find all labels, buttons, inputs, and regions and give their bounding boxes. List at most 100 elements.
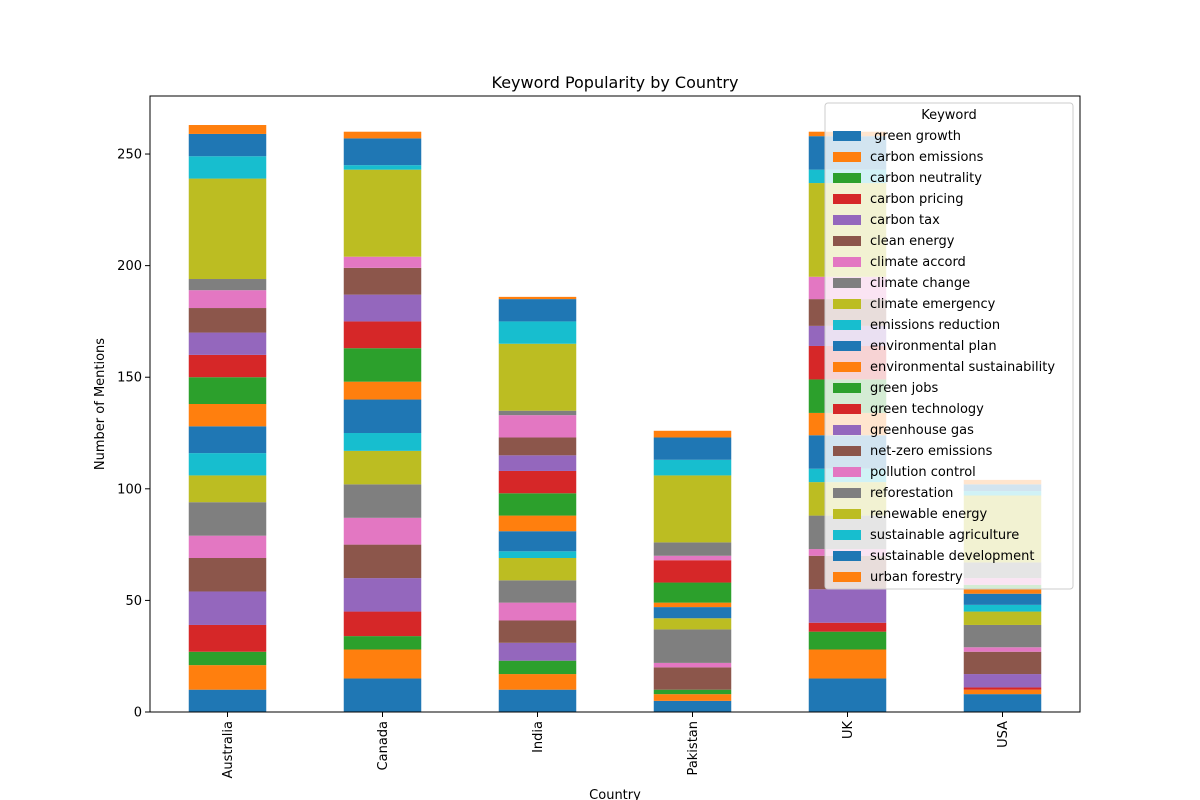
legend-entry-label: green jobs <box>870 381 938 396</box>
bar-segment <box>653 694 732 701</box>
bar-segment <box>188 689 267 712</box>
bar-segment <box>343 321 422 349</box>
bar-segment <box>653 459 732 476</box>
legend-swatch <box>833 299 861 309</box>
bar-segment <box>188 354 267 378</box>
bar-segment <box>653 430 732 438</box>
bar-segment <box>653 602 732 608</box>
bar-segment <box>653 667 732 690</box>
legend-entry-label: renewable energy <box>870 507 987 522</box>
y-tick-label: 0 <box>134 706 142 721</box>
legend-entry-label: carbon neutrality <box>870 171 982 186</box>
bar-segment <box>963 694 1042 712</box>
legend-swatch <box>833 383 861 393</box>
bar-segment <box>343 544 422 579</box>
bar-segment <box>343 348 422 382</box>
bar-segment <box>343 433 422 451</box>
bar-segment <box>188 279 267 291</box>
bar-segment <box>653 542 732 556</box>
bar-segment <box>963 604 1042 612</box>
legend-swatch <box>833 551 861 561</box>
x-tick-label: Pakistan <box>686 721 701 775</box>
bar-segment <box>498 660 577 675</box>
x-axis-label: Country <box>589 788 641 800</box>
bar-segment <box>498 470 577 494</box>
bar-segment <box>188 125 267 134</box>
bar-segment <box>498 296 577 300</box>
x-tick-label: UK <box>841 721 856 740</box>
x-axis-ticks: Australia Canada India Pakistan UK USA <box>221 712 1011 779</box>
bar-segment <box>343 450 422 485</box>
legend-entry-label: carbon pricing <box>870 192 964 207</box>
bar-segment <box>188 332 267 355</box>
bar-segment <box>498 321 577 344</box>
y-tick-label: 150 <box>117 371 142 386</box>
legend: Keyword green growth carbon emissions carb… <box>824 102 1074 590</box>
bar-segment <box>963 674 1042 688</box>
legend-entry-label: environmental sustainability <box>870 360 1055 375</box>
bar-segment <box>653 700 732 712</box>
x-tick-label: India <box>531 721 546 753</box>
legend-swatch <box>833 257 861 267</box>
bar-segment <box>808 631 887 650</box>
bar-segment <box>963 689 1042 695</box>
bar-segment <box>498 437 577 456</box>
bar-segment <box>343 165 422 170</box>
bar-segment <box>963 589 1042 594</box>
legend-entry-label: carbon emissions <box>870 150 984 165</box>
bar-segment <box>343 267 422 295</box>
legend-entry-label: climate emergency <box>870 297 996 312</box>
legend-entry-label: pollution control <box>870 465 976 480</box>
bar-segment <box>188 290 267 309</box>
bar-segment <box>653 555 732 561</box>
legend-entry-label: clean energy <box>870 234 955 249</box>
bar-segment <box>808 622 887 632</box>
legend-entry-label: green technology <box>870 402 984 417</box>
bar-segment <box>808 678 887 712</box>
bar-segment <box>498 410 577 416</box>
bar-segment <box>188 475 267 503</box>
bar-segment <box>963 687 1042 690</box>
legend-swatch <box>833 509 861 519</box>
plot-frame <box>149 95 1081 713</box>
legend-swatch <box>833 425 861 435</box>
bar-segment <box>653 618 732 630</box>
bar-segment <box>188 591 267 625</box>
y-tick-label: 50 <box>125 594 142 609</box>
legend-swatch <box>833 194 861 204</box>
y-tick-label: 200 <box>117 259 142 274</box>
bar-segment <box>653 560 732 583</box>
bar-segment <box>188 133 267 157</box>
bar-segment <box>963 624 1042 648</box>
bar-segment <box>498 674 577 690</box>
bar-segment <box>188 558 267 592</box>
legend-swatch <box>833 488 861 498</box>
bar-segment <box>498 415 577 438</box>
bar-segment <box>188 178 267 280</box>
bar-segment <box>498 580 577 603</box>
bar-segment <box>808 589 887 623</box>
legend-swatch <box>833 173 861 183</box>
legend-entry-label: urban forestry <box>870 570 963 585</box>
bar-segment <box>498 531 577 552</box>
legend-swatch <box>833 341 861 351</box>
legend-entry-label: net-zero emissions <box>870 444 993 459</box>
bar-segment <box>498 642 577 661</box>
legend-entry-label: climate change <box>870 276 970 291</box>
bar-segment <box>343 256 422 268</box>
legend-swatch <box>833 236 861 246</box>
bar-segment <box>498 515 577 532</box>
bar-segment <box>498 558 577 581</box>
legend-entry-label: sustainable development <box>870 549 1034 564</box>
bar-segment <box>498 455 577 471</box>
bar-segment <box>963 593 1042 605</box>
legend-swatch <box>833 446 861 456</box>
legend-swatch <box>833 320 861 330</box>
bar-segment <box>653 689 732 695</box>
bar-segment <box>188 426 267 454</box>
bar-segment <box>498 689 577 712</box>
bar-segment <box>343 678 422 712</box>
bar-segment <box>498 551 577 558</box>
bar-segment <box>343 649 422 679</box>
